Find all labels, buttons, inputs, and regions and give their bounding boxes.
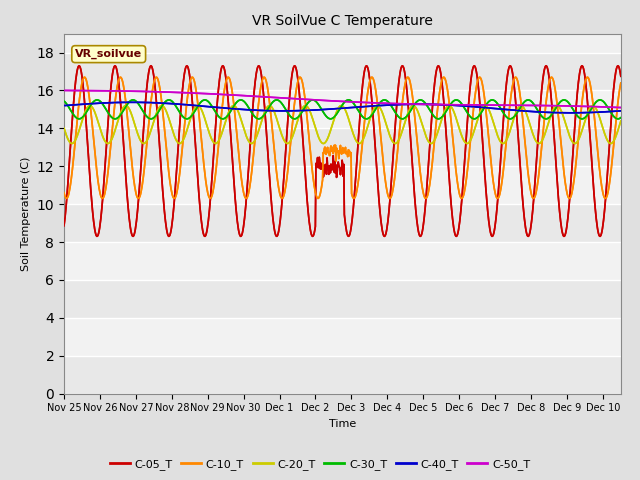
Bar xyxy=(64,242,621,280)
C-40_T xyxy=(617,108,625,114)
Line: C-20_T: C-20_T xyxy=(64,106,621,144)
C-10_T xyxy=(60,190,68,195)
Title: VR SoilVue C Temperature: VR SoilVue C Temperature xyxy=(252,14,433,28)
C-30_T xyxy=(117,111,125,117)
Bar xyxy=(64,90,621,128)
C-20_T xyxy=(60,125,68,131)
C-50_T xyxy=(494,102,502,108)
C-40_T xyxy=(505,107,513,113)
C-40_T xyxy=(567,110,575,116)
C-05_T xyxy=(306,223,314,229)
C-30_T xyxy=(147,116,155,122)
C-40_T xyxy=(128,99,136,105)
C-05_T xyxy=(60,223,68,229)
C-30_T xyxy=(444,106,451,112)
C-05_T xyxy=(495,176,503,182)
C-50_T xyxy=(60,87,68,93)
C-40_T xyxy=(60,103,68,108)
Bar xyxy=(64,356,621,394)
Line: C-10_T: C-10_T xyxy=(64,77,621,198)
C-50_T xyxy=(305,96,313,102)
C-30_T xyxy=(617,115,625,120)
Bar xyxy=(64,52,621,90)
C-20_T xyxy=(495,137,503,143)
Bar xyxy=(64,318,621,356)
Line: C-30_T: C-30_T xyxy=(64,100,621,119)
C-30_T xyxy=(286,113,294,119)
C-50_T xyxy=(617,105,625,110)
C-10_T xyxy=(617,80,625,86)
Line: C-50_T: C-50_T xyxy=(64,90,621,108)
C-05_T xyxy=(117,104,125,109)
C-10_T xyxy=(118,75,125,81)
C-50_T xyxy=(504,102,512,108)
C-20_T xyxy=(617,118,625,124)
C-30_T xyxy=(495,103,503,109)
C-20_T xyxy=(444,104,451,109)
C-30_T xyxy=(306,98,314,104)
Bar xyxy=(64,166,621,204)
C-20_T xyxy=(506,130,513,136)
Bar xyxy=(64,128,621,166)
C-30_T xyxy=(308,97,316,103)
Bar xyxy=(64,204,621,242)
C-40_T xyxy=(306,108,314,113)
C-05_T xyxy=(506,64,513,70)
Line: C-40_T: C-40_T xyxy=(64,102,621,113)
C-10_T xyxy=(287,143,294,149)
C-40_T xyxy=(443,102,451,108)
C-50_T xyxy=(442,102,450,108)
C-20_T xyxy=(373,103,381,108)
C-05_T xyxy=(147,63,155,69)
C-50_T xyxy=(285,96,293,101)
C-10_T xyxy=(506,107,513,113)
C-20_T xyxy=(212,141,220,146)
C-10_T xyxy=(495,193,503,199)
C-10_T xyxy=(307,149,314,155)
C-05_T xyxy=(286,93,294,98)
C-05_T xyxy=(308,233,316,239)
Y-axis label: Soil Temperature (C): Soil Temperature (C) xyxy=(21,156,31,271)
Text: VR_soilvue: VR_soilvue xyxy=(75,49,142,59)
C-20_T xyxy=(306,108,314,114)
C-30_T xyxy=(60,98,68,104)
X-axis label: Time: Time xyxy=(329,419,356,429)
C-40_T xyxy=(286,108,294,114)
C-20_T xyxy=(117,109,125,115)
Bar xyxy=(64,280,621,318)
C-05_T xyxy=(444,150,451,156)
C-05_T xyxy=(617,73,625,79)
C-40_T xyxy=(495,106,502,112)
C-10_T xyxy=(260,74,268,80)
C-10_T xyxy=(444,87,451,93)
C-50_T xyxy=(117,88,125,94)
C-20_T xyxy=(286,139,294,145)
C-40_T xyxy=(117,99,125,105)
C-10_T xyxy=(99,195,106,201)
Legend: C-05_T, C-10_T, C-20_T, C-30_T, C-40_T, C-50_T: C-05_T, C-10_T, C-20_T, C-30_T, C-40_T, … xyxy=(106,455,534,474)
Line: C-05_T: C-05_T xyxy=(64,66,621,236)
C-30_T xyxy=(506,116,513,121)
